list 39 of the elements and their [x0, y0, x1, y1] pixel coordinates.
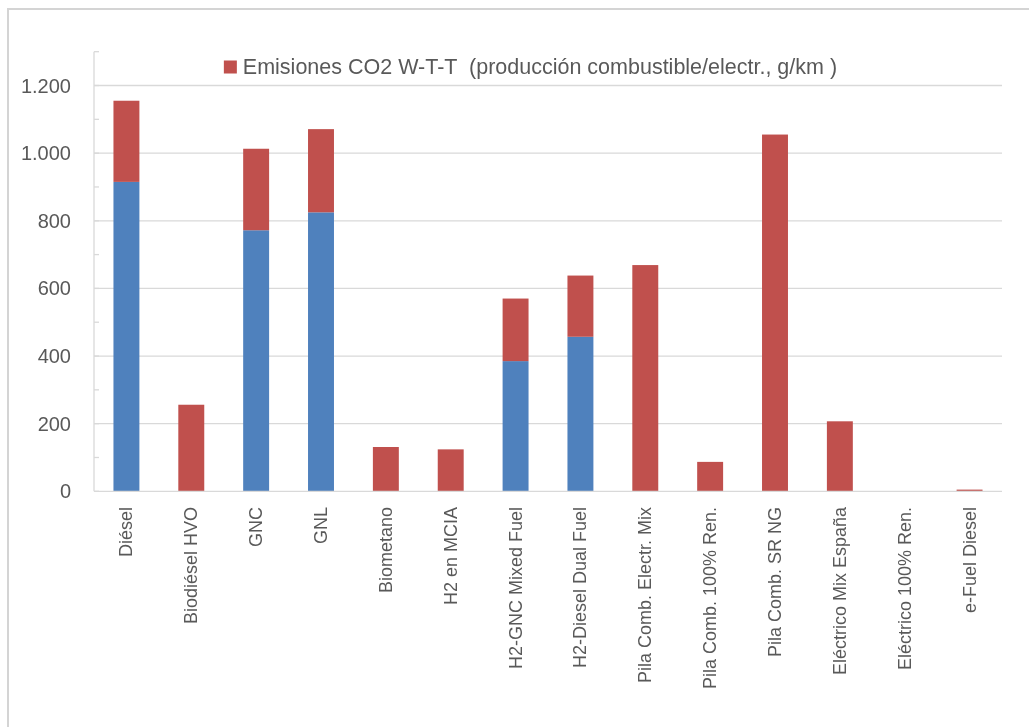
bar [632, 265, 659, 492]
x-tick-label: Eléctrico 100% Ren. [894, 507, 915, 671]
bar [762, 134, 788, 492]
bar [308, 129, 334, 213]
bar [178, 404, 205, 492]
x-tick-label: Pila Comb. Electr. Mix [635, 507, 656, 684]
x-tick-label: Pila Comb. SR NG [765, 507, 785, 658]
x-tick-label: e-Fuel Diesel [959, 507, 980, 614]
x-tick-label: GNL [311, 507, 331, 545]
x-tick-label: Pila Comb. 100% Ren. [700, 507, 721, 690]
bar [113, 100, 140, 182]
x-tick-label: H2-GNC Mixed Fuel [505, 507, 526, 670]
y-tick-label: 1.200 [20, 74, 71, 97]
x-tick-label: Eléctrico Mix España [829, 506, 850, 676]
bar [113, 181, 140, 492]
bar [567, 275, 594, 337]
y-tick-label: 600 [37, 277, 71, 300]
y-tick-label: 200 [37, 412, 71, 435]
x-tick-label: H2 en MCIA [440, 507, 461, 606]
bar [567, 336, 594, 492]
x-tick-label: Diésel [116, 507, 137, 558]
bar [826, 421, 853, 492]
y-tick-label: 400 [37, 345, 71, 368]
bar [502, 361, 529, 492]
y-tick-label: 0 [59, 480, 71, 503]
x-tick-label: GNC [246, 507, 267, 547]
bar [243, 230, 270, 492]
bar [502, 298, 529, 362]
y-tick-label: 800 [37, 209, 71, 232]
legend-label: Emisiones CO2 W-T-T (producción combustible/electr., g/km ) [242, 55, 838, 79]
x-tick-label: H2-Diesel Dual Fuel [570, 507, 591, 669]
bar [308, 212, 334, 492]
y-tick-label: 1.000 [20, 142, 71, 165]
bar [243, 148, 270, 231]
bar [697, 461, 724, 492]
bar [372, 447, 399, 492]
bar [437, 449, 464, 492]
x-tick-label: Biodiésel HVO [181, 507, 202, 625]
x-tick-label: Biometano [375, 507, 396, 594]
